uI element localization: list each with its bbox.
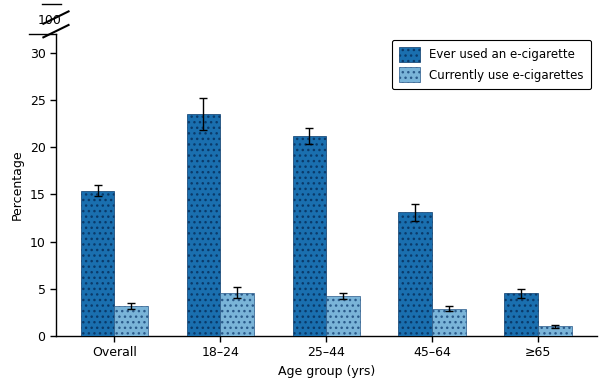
Bar bbox=[539, 326, 572, 336]
Bar bbox=[114, 306, 148, 336]
Y-axis label: Percentage: Percentage bbox=[11, 150, 24, 220]
Bar bbox=[80, 191, 114, 336]
Bar bbox=[187, 114, 221, 336]
Text: 100: 100 bbox=[38, 14, 61, 26]
Bar bbox=[432, 308, 466, 336]
Bar bbox=[292, 136, 326, 336]
Bar bbox=[326, 296, 361, 336]
Bar bbox=[398, 212, 432, 336]
X-axis label: Age group (yrs): Age group (yrs) bbox=[278, 365, 375, 378]
Legend: Ever used an e-cigarette, Currently use e-cigarettes: Ever used an e-cigarette, Currently use … bbox=[392, 40, 591, 89]
Bar bbox=[221, 293, 254, 336]
Bar bbox=[505, 293, 539, 336]
